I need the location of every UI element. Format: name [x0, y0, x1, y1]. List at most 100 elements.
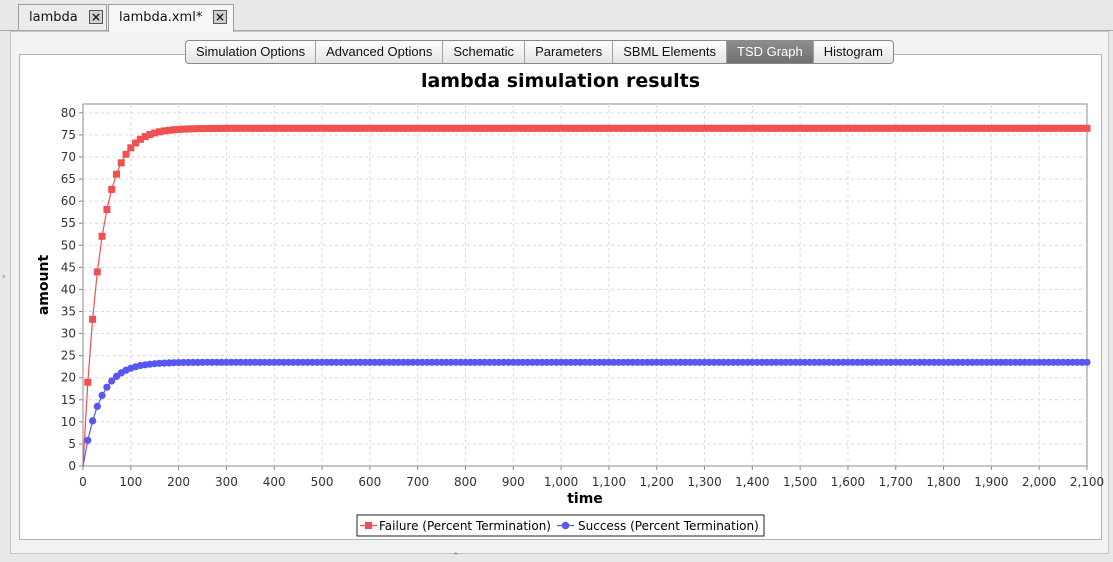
close-icon[interactable]: ×: [89, 10, 103, 24]
data-point: [1011, 124, 1019, 132]
data-point: [337, 124, 345, 132]
data-point: [151, 129, 159, 137]
tab-schematic[interactable]: Schematic: [443, 41, 526, 63]
data-point: [662, 124, 670, 132]
data-point: [481, 124, 489, 132]
doc-tab-lambda[interactable]: lambda ×: [18, 4, 107, 31]
doc-tab-lambda-xml[interactable]: lambda.xml* ×: [108, 4, 234, 32]
data-point: [500, 124, 508, 132]
data-point: [677, 124, 685, 132]
data-point: [1007, 124, 1014, 132]
data-point: [98, 391, 106, 399]
data-point: [371, 124, 379, 132]
data-point: [538, 124, 546, 132]
y-tick-label: 35: [61, 304, 76, 318]
data-point: [136, 135, 144, 143]
x-tick-label: 1,200: [640, 475, 674, 489]
data-point: [165, 126, 173, 134]
data-point: [242, 124, 250, 132]
series-success: [82, 358, 1091, 467]
data-point: [227, 124, 235, 132]
data-point: [93, 268, 101, 276]
x-tick-label: 2,100: [1070, 475, 1104, 489]
data-point: [925, 124, 933, 132]
tab-simulation-options[interactable]: Simulation Options: [186, 41, 317, 63]
data-point: [806, 124, 814, 132]
data-point: [935, 124, 943, 132]
x-tick-label: 0: [79, 475, 87, 489]
data-point: [548, 124, 555, 132]
data-point: [658, 124, 665, 132]
data-point: [987, 124, 995, 132]
data-point: [968, 124, 976, 132]
x-tick-label: 300: [215, 475, 238, 489]
x-tick-label: 600: [358, 475, 381, 489]
data-point: [179, 125, 187, 133]
data-point: [920, 124, 928, 132]
data-point: [275, 124, 283, 132]
data-point: [777, 124, 785, 132]
data-point: [380, 124, 388, 132]
data-point: [108, 377, 116, 385]
data-point: [849, 124, 857, 132]
data-point: [629, 124, 637, 132]
data-point: [170, 126, 178, 134]
data-point: [748, 124, 756, 132]
data-point: [438, 124, 446, 132]
tab-parameters[interactable]: Parameters: [525, 41, 614, 63]
data-point: [122, 150, 130, 158]
data-point: [562, 124, 570, 132]
data-point: [356, 124, 364, 132]
data-point: [610, 124, 618, 132]
tab-histogram[interactable]: Histogram: [823, 44, 883, 59]
doc-tab-label: lambda: [29, 10, 78, 25]
data-point: [113, 170, 120, 178]
data-point: [605, 124, 613, 132]
data-point: [304, 124, 312, 132]
data-point: [796, 124, 804, 132]
data-point: [567, 124, 575, 132]
tab-sbml-elements[interactable]: SBML Elements: [613, 41, 727, 63]
data-point: [213, 124, 221, 132]
data-point: [428, 124, 436, 132]
legend-success-marker: [561, 521, 570, 530]
data-point: [667, 124, 675, 132]
data-point: [882, 124, 890, 132]
y-tick-label: 30: [61, 327, 76, 341]
data-point: [624, 124, 632, 132]
data-point: [1016, 124, 1024, 132]
data-point: [261, 124, 269, 132]
y-tick-label: 55: [61, 216, 76, 230]
data-point: [906, 124, 914, 132]
data-point: [289, 124, 297, 132]
data-point: [858, 124, 866, 132]
data-point: [452, 124, 460, 132]
y-axis-ticks: 0 5 10 15 20 25 30 35 40 45 50 55 60 65 70 75 80: [61, 106, 83, 473]
data-point: [184, 125, 192, 133]
splitter-handle-icon[interactable]: ›: [2, 272, 6, 282]
tab-advanced-options[interactable]: Advanced Options: [316, 41, 444, 63]
resize-handle-icon[interactable]: ⌃: [452, 552, 460, 562]
data-point: [648, 124, 656, 132]
data-point: [505, 124, 512, 132]
tab-tsd-graph[interactable]: TSD Graph: [727, 41, 814, 63]
data-point: [892, 124, 900, 132]
data-point: [146, 131, 154, 138]
data-point: [447, 124, 455, 132]
data-point: [524, 124, 532, 132]
x-tick-label: 100: [119, 475, 142, 489]
data-point: [457, 124, 465, 132]
data-point: [772, 124, 780, 132]
data-point: [222, 124, 230, 132]
x-tick-label: 1,000: [544, 475, 578, 489]
data-point: [768, 124, 775, 132]
x-tick-label: 1,100: [592, 475, 626, 489]
data-point: [964, 124, 971, 132]
data-point: [270, 124, 278, 132]
data-point: [203, 125, 211, 132]
data-point: [734, 124, 742, 132]
close-icon[interactable]: ×: [213, 10, 227, 24]
x-tick-label: 400: [263, 475, 286, 489]
data-point: [887, 124, 895, 132]
